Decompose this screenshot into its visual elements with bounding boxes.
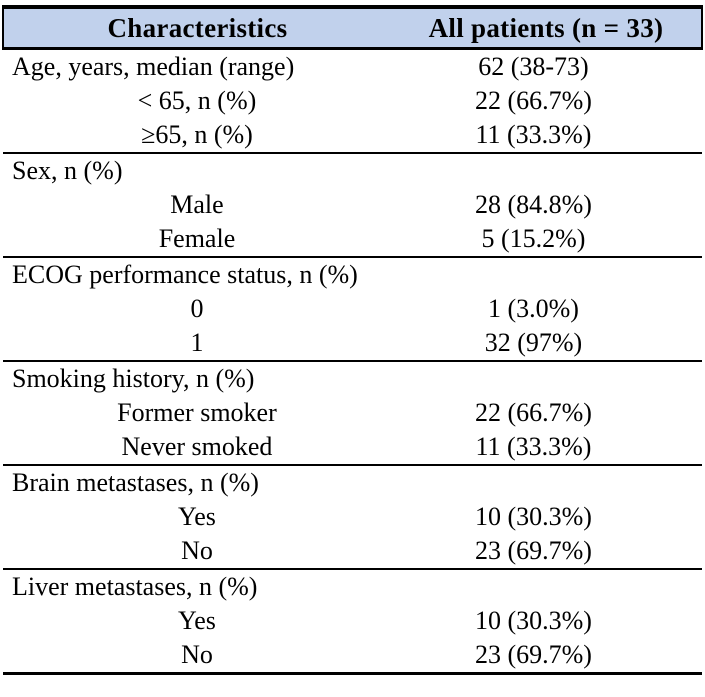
row-value: 5 (15.2%)	[481, 224, 586, 253]
row-value: 28 (84.8%)	[474, 190, 592, 219]
table-body: Age, years, median (range) 62 (38-73) < 65…	[3, 49, 702, 674]
table-row: Male 28 (84.8%)	[3, 188, 702, 222]
row-label: Male	[170, 190, 224, 219]
table-header: Characteristics All patients (n = 33)	[2, 5, 704, 50]
section-row: Smoking history, n (%)	[3, 360, 702, 396]
table-row: Yes 10 (30.3%)	[3, 500, 702, 534]
row-label: Female	[158, 224, 236, 253]
header-row: Characteristics All patients (n = 33)	[2, 5, 704, 50]
row-value: 10 (30.3%)	[474, 606, 592, 635]
header-characteristics: Characteristics	[2, 5, 391, 50]
section-row: Sex, n (%)	[3, 152, 702, 188]
row-label: Yes	[178, 502, 216, 531]
row-value: 10 (30.3%)	[474, 502, 592, 531]
row-label: Never smoked	[121, 432, 273, 461]
section-value	[390, 360, 702, 396]
row-label: < 65, n (%)	[137, 86, 257, 115]
section-row: Liver metastases, n (%)	[3, 568, 702, 604]
table-row: No 23 (69.7%)	[3, 534, 702, 569]
table-row: Never smoked 11 (33.3%)	[3, 430, 702, 465]
section-label: Smoking history, n (%)	[3, 360, 391, 396]
patient-characteristics-table: Characteristics All patients (n = 33) Ag…	[2, 5, 704, 675]
section-label: Age, years, median (range)	[12, 52, 295, 81]
row-label: Former smoker	[117, 398, 277, 427]
row-value: 22 (66.7%)	[474, 398, 592, 427]
row-value: 23 (69.7%)	[474, 536, 592, 565]
table-row: Female 5 (15.2%)	[3, 222, 702, 257]
row-value: 23 (69.7%)	[474, 640, 592, 669]
row-label: No	[181, 536, 213, 565]
section-label: ECOG performance status, n (%)	[3, 256, 391, 292]
table-row: No 23 (69.7%)	[3, 638, 702, 674]
section-value	[390, 256, 702, 292]
section-row: Brain metastases, n (%)	[3, 464, 702, 500]
table-row: < 65, n (%) 22 (66.7%)	[3, 84, 702, 118]
row-value: 11 (33.3%)	[475, 432, 592, 461]
row-value: 22 (66.7%)	[474, 86, 592, 115]
section-label: Sex, n (%)	[3, 152, 391, 188]
section-value: 62 (38-73)	[478, 52, 589, 81]
row-value: 32 (97%)	[484, 328, 583, 357]
section-value	[390, 152, 702, 188]
section-label: Liver metastases, n (%)	[3, 568, 391, 604]
row-label: Yes	[178, 606, 216, 635]
row-label: 1	[190, 328, 204, 357]
row-value: 1 (3.0%)	[487, 294, 579, 323]
section-row: Age, years, median (range) 62 (38-73)	[3, 49, 702, 85]
header-all-patients: All patients (n = 33)	[390, 5, 704, 50]
section-label: Brain metastases, n (%)	[3, 464, 391, 500]
section-row: ECOG performance status, n (%)	[3, 256, 702, 292]
section-value	[390, 464, 702, 500]
table-row: ≥65, n (%) 11 (33.3%)	[3, 118, 702, 153]
table-row: 1 32 (97%)	[3, 326, 702, 361]
row-label: No	[181, 640, 213, 669]
page: Characteristics All patients (n = 33) Ag…	[2, 5, 704, 675]
row-label: ≥65, n (%)	[141, 120, 253, 149]
table-row: Yes 10 (30.3%)	[3, 604, 702, 638]
table-row: 0 1 (3.0%)	[3, 292, 702, 326]
row-value: 11 (33.3%)	[475, 120, 592, 149]
row-label: 0	[190, 294, 204, 323]
section-value	[390, 568, 702, 604]
table-row: Former smoker 22 (66.7%)	[3, 396, 702, 430]
